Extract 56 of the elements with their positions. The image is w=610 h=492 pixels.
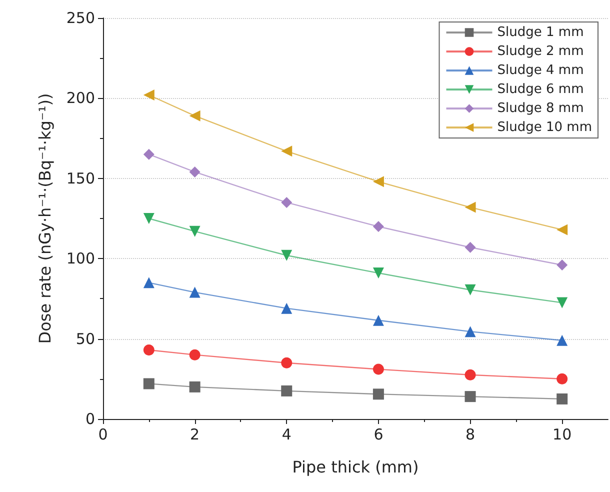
- x-tick-label: 2: [190, 426, 200, 444]
- x-tick-label: 10: [552, 426, 572, 444]
- y-axis-title: Dose rate (nGy·h⁻¹·(Bq⁻¹·kg⁻¹)): [36, 93, 54, 344]
- point: [143, 89, 154, 100]
- y-tick-label: 50: [76, 330, 95, 348]
- y-tick-label: 250: [66, 9, 95, 27]
- x-axis-title: Pipe thick (mm): [292, 458, 419, 476]
- y-tick-label: 200: [66, 89, 95, 108]
- point: [372, 268, 384, 279]
- point: [556, 373, 568, 384]
- point: [372, 388, 384, 400]
- point: [464, 326, 476, 338]
- legend-label: Sludge 2 mm: [497, 44, 584, 59]
- point: [189, 349, 200, 360]
- point: [464, 369, 476, 380]
- point: [143, 277, 154, 288]
- legend-label: Sludge 4 mm: [497, 63, 584, 78]
- y-tick-label: 0: [85, 410, 95, 428]
- point: [464, 242, 476, 253]
- point: [143, 213, 154, 224]
- point: [372, 314, 384, 326]
- y-tick-label: 150: [66, 169, 95, 188]
- point: [464, 391, 476, 402]
- point: [143, 378, 154, 390]
- x-tick-label: 6: [374, 426, 384, 444]
- point: [281, 357, 292, 368]
- point: [556, 224, 568, 236]
- point: [189, 286, 200, 298]
- point: [281, 385, 292, 396]
- point: [189, 226, 200, 237]
- x-tick-label: 0: [98, 426, 108, 444]
- legend-label: Sludge 1 mm: [497, 25, 584, 40]
- point: [556, 260, 568, 271]
- point: [372, 221, 384, 232]
- point: [143, 344, 154, 356]
- point: [372, 176, 384, 188]
- point: [281, 146, 292, 157]
- point: [464, 202, 476, 213]
- point: [189, 381, 200, 392]
- legend-label: Sludge 6 mm: [497, 82, 584, 97]
- point: [189, 110, 200, 122]
- point: [143, 148, 154, 160]
- point: [556, 334, 568, 346]
- point: [281, 196, 292, 208]
- point: [372, 364, 384, 375]
- y-tick-label: 100: [66, 250, 95, 268]
- point: [556, 393, 568, 404]
- point: [281, 302, 292, 314]
- x-tick-label: 4: [282, 426, 292, 444]
- legend-label: Sludge 8 mm: [497, 101, 584, 116]
- point: [556, 297, 568, 308]
- legend-label: Sludge 10 mm: [497, 120, 592, 135]
- point: [464, 284, 476, 296]
- x-tick-label: 8: [466, 426, 476, 444]
- point: [281, 250, 292, 261]
- point: [189, 166, 200, 178]
